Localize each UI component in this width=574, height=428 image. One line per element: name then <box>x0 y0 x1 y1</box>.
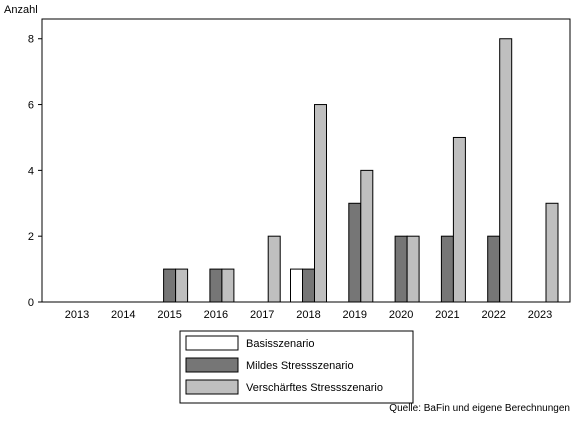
bar-2019-series-3 <box>360 169 374 303</box>
x-tick-label: 2018 <box>296 309 320 321</box>
x-tick-label: 2023 <box>528 309 552 321</box>
bar-2021-series-3 <box>452 136 466 303</box>
y-tick-label: 8 <box>28 34 34 46</box>
bar-2023-series-3 <box>545 202 559 303</box>
bar-2018-series-3 <box>314 104 327 303</box>
x-tick-label: 2022 <box>481 309 505 321</box>
bar-2018-series-1 <box>290 268 303 303</box>
bar-2020-series-3 <box>406 235 420 303</box>
x-tick-labels: 2013 2014 2015 2016 2017 2018 2019 2020 2021 2022… <box>65 309 552 321</box>
legend-label: Basisszenario <box>246 338 314 350</box>
source-note: Quelle: BaFin und eigene Berechnungen <box>389 403 570 414</box>
x-tick-label: 2014 <box>111 309 135 321</box>
y-tick-label: 6 <box>28 100 34 112</box>
bar-2018-series-2 <box>302 268 315 303</box>
legend-label: Verschärftes Stressszenario <box>246 382 383 394</box>
bar-2019-series-2 <box>348 202 362 303</box>
bar-2022-series-3 <box>499 38 513 303</box>
legend-swatch <box>185 335 239 351</box>
bar-2017-series-3 <box>267 235 281 303</box>
bar-2016-series-2 <box>209 268 223 303</box>
x-tick-label: 2015 <box>157 309 181 321</box>
bar-2016-series-3 <box>221 268 235 303</box>
y-axis-label: Anzahl <box>4 4 38 16</box>
bar-2015-series-2 <box>163 268 177 303</box>
legend-swatch <box>185 357 239 373</box>
bar-2020-series-2 <box>394 235 408 303</box>
x-tick-label: 2020 <box>389 309 413 321</box>
y-tick-label: 0 <box>28 297 34 309</box>
y-tick-labels: 0 2 4 6 8 <box>28 34 42 309</box>
bar-2022-series-2 <box>487 235 501 303</box>
y-tick-label: 4 <box>28 165 34 177</box>
y-tick-label: 2 <box>28 231 34 243</box>
bars <box>163 38 559 303</box>
bar-2015-series-3 <box>175 268 189 303</box>
x-tick-label: 2021 <box>435 309 459 321</box>
x-tick-label: 2013 <box>65 309 89 321</box>
x-tick-label: 2016 <box>204 309 228 321</box>
x-tick-label: 2017 <box>250 309 274 321</box>
legend: Basisszenario Mildes Stressszenario Versch… <box>179 330 414 404</box>
bar-2021-series-2 <box>440 235 454 303</box>
legend-label: Mildes Stressszenario <box>246 360 354 372</box>
x-tick-label: 2019 <box>343 309 367 321</box>
legend-swatch <box>185 379 239 395</box>
